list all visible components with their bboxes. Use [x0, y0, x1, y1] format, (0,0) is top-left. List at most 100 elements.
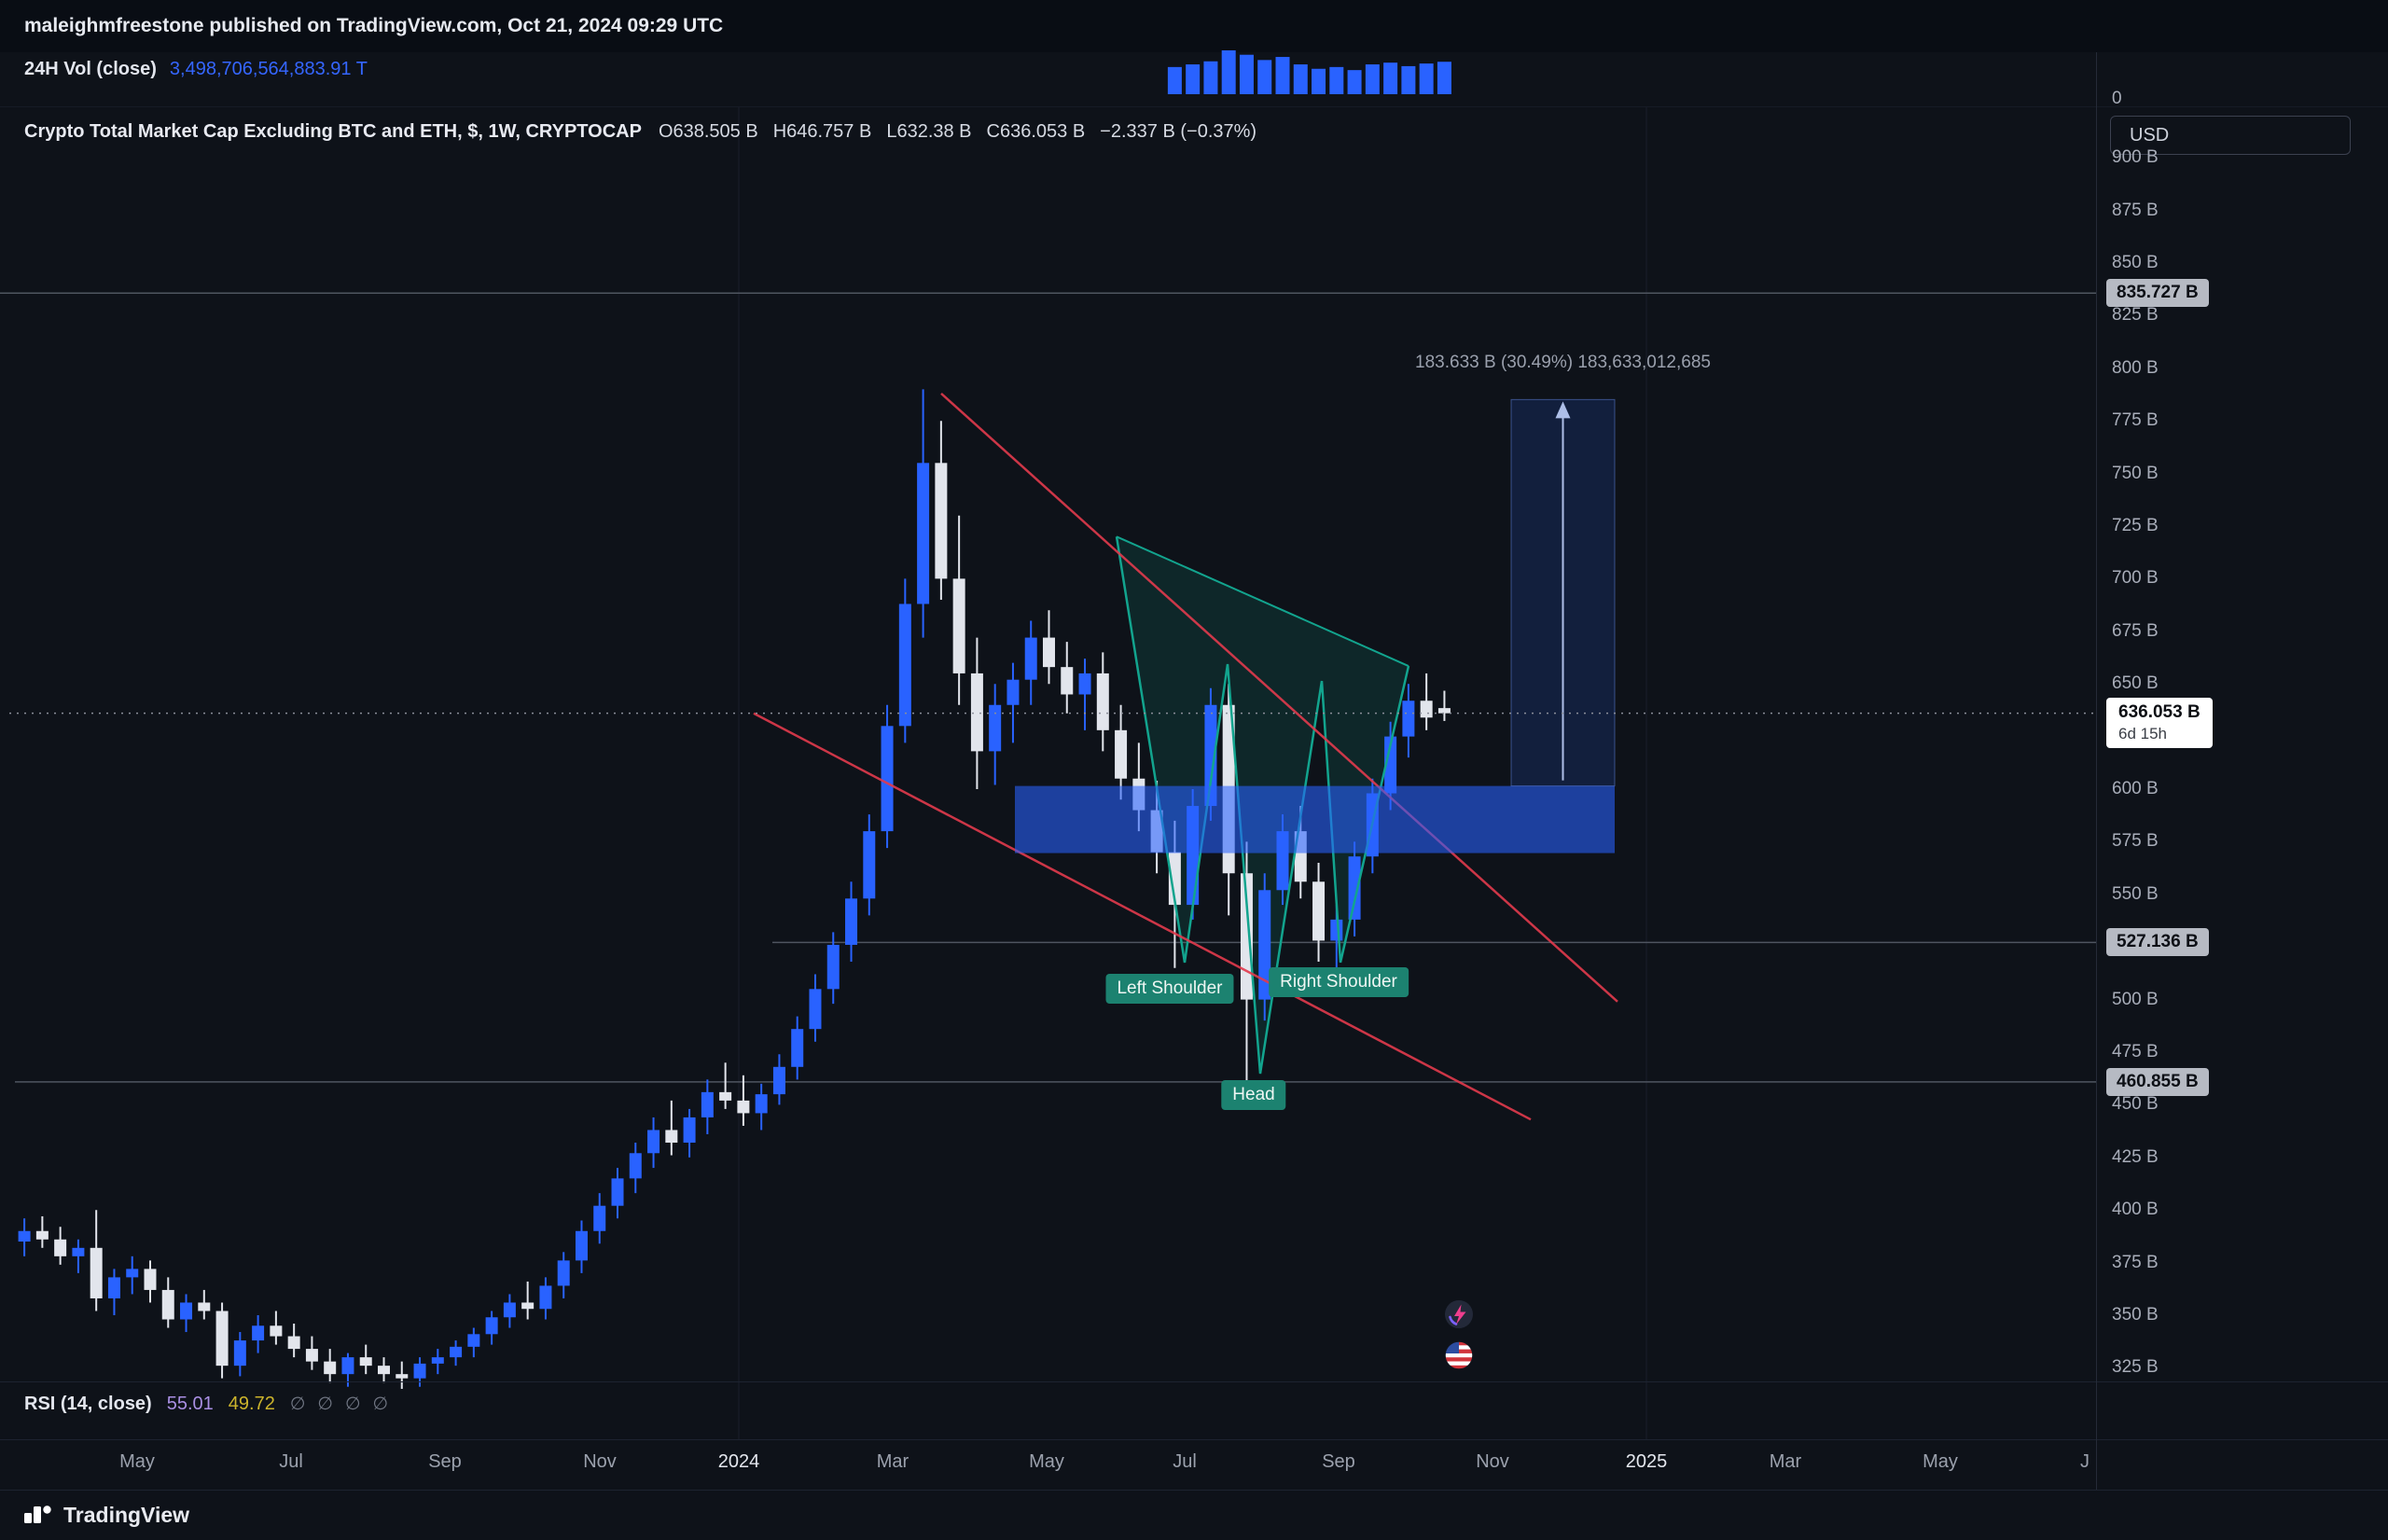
zone-box: [1015, 785, 1615, 853]
price-axis-label: 900 B: [2112, 147, 2159, 168]
candle-body: [467, 1334, 480, 1347]
price-axis-label: 825 B: [2112, 305, 2159, 326]
rsi-indicator-row: RSI (14, close) 55.01 49.72 ∅ ∅ ∅ ∅: [24, 1394, 388, 1415]
time-axis-month-label: Sep: [428, 1451, 462, 1472]
time-axis-month-label: Sep: [1322, 1451, 1355, 1472]
rsi-value-2: 49.72: [228, 1394, 275, 1414]
candle-body: [450, 1346, 463, 1358]
candle-body: [557, 1260, 570, 1286]
price-axis-label: 550 B: [2112, 883, 2159, 904]
candle-body: [287, 1336, 300, 1350]
volume-bar: [1239, 54, 1254, 94]
price-axis-label: 675 B: [2112, 620, 2159, 641]
price-axis-label: 500 B: [2112, 989, 2159, 1009]
rsi-empty-values: ∅ ∅ ∅ ∅: [290, 1394, 388, 1415]
rsi-pane-separator[interactable]: [0, 1381, 2388, 1382]
tradingview-brand[interactable]: TradingView: [63, 1503, 190, 1527]
price-axis-label: 775 B: [2112, 410, 2159, 431]
ohlc-values: O638.505 B H646.757 B L632.38 B C636.053 B −…: [659, 121, 1256, 143]
price-axis-label: 600 B: [2112, 779, 2159, 798]
candle-body: [359, 1357, 372, 1367]
volume-indicator-value: 3,498,706,564,883.91 T: [169, 59, 368, 79]
currency-button[interactable]: USD: [2110, 116, 2351, 155]
candle-body: [1024, 637, 1037, 680]
candle-body: [755, 1094, 768, 1114]
volume-bar: [1419, 63, 1434, 94]
footer-separator: [0, 1490, 2388, 1491]
candle-body: [521, 1302, 535, 1310]
candle-body: [126, 1269, 139, 1278]
time-axis-month-label: May: [119, 1451, 155, 1472]
volume-bar: [1365, 64, 1380, 94]
price-axis-label: 475 B: [2112, 1042, 2159, 1061]
red-trendline: [753, 712, 1532, 1121]
rsi-empty-glyph: ∅: [344, 1394, 361, 1414]
candle-body: [341, 1357, 354, 1375]
candle-body: [396, 1374, 409, 1379]
ohlc-value: −2.337 B (−0.37%): [1100, 121, 1257, 142]
projection-arrowhead: [1555, 401, 1571, 419]
price-chart-canvas[interactable]: [0, 0, 2096, 1490]
candle-body: [1061, 667, 1074, 695]
candle-body: [107, 1277, 120, 1298]
candle-body: [1384, 736, 1397, 794]
time-axis-month-label: Mar: [876, 1451, 909, 1472]
candle-body: [1330, 919, 1343, 941]
candle-body: [305, 1349, 318, 1362]
candle-body: [665, 1130, 678, 1144]
candle-body: [701, 1091, 714, 1117]
candle-body: [719, 1091, 732, 1101]
rsi-label[interactable]: RSI (14, close): [24, 1394, 152, 1414]
price-axis[interactable]: 0 USD 900 B 875 B 850 B 825 B 800 B 775 B 750 …: [2096, 0, 2388, 1490]
volume-bar: [1401, 65, 1416, 94]
rsi-value-1: 55.01: [166, 1394, 214, 1414]
tradingview-logo-icon[interactable]: [22, 1501, 52, 1531]
candle-body: [593, 1205, 606, 1231]
candle-body: [413, 1363, 426, 1379]
candle-body: [826, 944, 840, 990]
time-axis-year-label: 2024: [717, 1451, 760, 1472]
volume-indicator-row: 24H Vol (close) 3,498,706,564,883.91 T: [24, 59, 368, 80]
candle-body: [898, 604, 911, 727]
rsi-empty-glyph: ∅: [317, 1394, 333, 1414]
candle-body: [270, 1325, 283, 1337]
price-level-badge: 835.727 B: [2106, 279, 2209, 308]
candle-body: [1078, 673, 1091, 695]
candle-body: [1042, 637, 1055, 668]
price-axis-label: 700 B: [2112, 568, 2159, 589]
candle-body: [809, 989, 822, 1030]
volume-bar: [1383, 62, 1398, 94]
candle-body: [1115, 729, 1128, 779]
candle-body: [989, 704, 1002, 752]
volume-bar: [1167, 66, 1182, 94]
time-axis-month-label: Nov: [583, 1451, 617, 1472]
us-flag-icon: [1444, 1340, 1474, 1370]
candle-body: [1204, 704, 1217, 807]
publish-header: maleighmfreestone published on TradingVi…: [0, 0, 2388, 52]
candle-body: [647, 1130, 660, 1154]
price-axis-separator[interactable]: [2096, 52, 2097, 1490]
candle-body: [772, 1066, 785, 1095]
candle-body: [324, 1361, 337, 1375]
time-axis-month-label: Jul: [1173, 1451, 1197, 1472]
candle-body: [144, 1269, 157, 1290]
price-axis-label: 400 B: [2112, 1200, 2159, 1220]
volume-bar: [1186, 64, 1201, 94]
price-axis-label: 575 B: [2112, 831, 2159, 852]
candle-body: [161, 1289, 174, 1320]
price-axis-label: 725 B: [2112, 516, 2159, 535]
time-axis-month-label: Mar: [1769, 1451, 1802, 1472]
symbol-title[interactable]: Crypto Total Market Cap Excluding BTC an…: [24, 121, 642, 142]
volume-bar: [1312, 68, 1326, 94]
rsi-empty-glyph: ∅: [289, 1394, 306, 1414]
candle-body: [1402, 701, 1415, 737]
candle-body: [503, 1302, 516, 1318]
price-axis-label: 800 B: [2112, 357, 2159, 378]
candle-body: [35, 1230, 49, 1240]
candle-body: [485, 1317, 498, 1335]
price-level-badge: 527.136 B: [2106, 928, 2209, 957]
volume-indicator-label[interactable]: 24H Vol (close): [24, 59, 157, 79]
time-axis-separator: [0, 1439, 2388, 1440]
magic-lightning-icon: [1445, 1300, 1473, 1328]
